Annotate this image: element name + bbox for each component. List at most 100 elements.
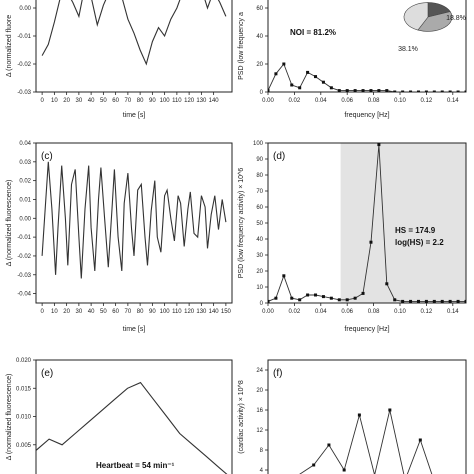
panel-b: 0.00 0.02 0.04 0.06 0.08 0.10 0.12 0.14 0 20 40 60 f… <box>238 0 467 119</box>
x-tick-label: 50 <box>100 309 107 315</box>
data-point <box>298 298 302 302</box>
y-tick-label: 0 <box>260 301 264 307</box>
panel-c: 0 10 20 30 40 50 60 70 80 90 100 110 120 130 140 150 0.0… <box>6 141 233 333</box>
data-point <box>385 282 389 286</box>
x-axis-label: time [s] <box>123 326 146 333</box>
x-tick-label: 0.00 <box>262 98 274 104</box>
data-point <box>369 240 373 244</box>
data-point <box>357 413 361 417</box>
data-point <box>424 90 428 92</box>
series-line <box>299 409 433 474</box>
data-point <box>409 90 413 92</box>
data-point <box>440 90 444 92</box>
y-tick-label: 50 <box>256 221 263 227</box>
y-tick-label: 20 <box>256 269 263 275</box>
y-tick-label: 60 <box>256 6 263 12</box>
y-tick-label: 40 <box>256 34 263 40</box>
y-tick-label: 0.020 <box>16 358 32 364</box>
y-tick-label: -0.03 <box>17 90 31 96</box>
x-tick-label: 140 <box>209 309 220 315</box>
axis-frame <box>35 359 233 474</box>
data-point <box>312 463 316 467</box>
y-axis-label: (cardiac activity) × 10^8 <box>238 380 245 454</box>
annotation-hs: HS = 174.9 <box>395 226 436 235</box>
data-point <box>385 89 389 92</box>
x-tick-label: 20 <box>63 98 70 104</box>
data-point <box>448 299 452 303</box>
y-tick-label: 100 <box>253 141 264 147</box>
y-tick-label: 0.015 <box>16 386 32 392</box>
y-tick-label: 20 <box>256 388 263 394</box>
x-tick-label: 0.02 <box>289 309 301 315</box>
y-tick-label: 0.03 <box>19 160 31 166</box>
data-point <box>306 293 310 297</box>
y-tick-label: 24 <box>256 368 263 374</box>
x-tick-label: 0.06 <box>341 309 353 315</box>
data-point <box>274 72 278 76</box>
data-point <box>282 62 286 66</box>
x-tick-label: 110 <box>172 98 182 104</box>
data-point <box>345 298 349 302</box>
x-tick-label: 80 <box>137 98 144 104</box>
x-tick-label: 40 <box>88 98 95 104</box>
series-line <box>36 381 228 474</box>
shaded-region <box>340 143 466 303</box>
data-point <box>456 299 460 303</box>
data-point <box>393 298 397 302</box>
panel-a: 0 10 20 30 40 50 60 70 80 90 100 110 120 130 140 0.00 -0… <box>6 0 233 119</box>
y-tick-label: 90 <box>256 157 263 163</box>
x-tick-label: 0.10 <box>394 98 406 104</box>
x-tick-label: 100 <box>160 98 171 104</box>
data-point <box>401 299 405 303</box>
data-point <box>290 296 294 300</box>
data-point <box>409 299 413 303</box>
y-axis-label: PSD (low frequency a <box>238 12 245 80</box>
x-tick-label: 100 <box>160 309 171 315</box>
data-point <box>353 296 357 300</box>
x-tick-label: 0.10 <box>394 309 406 315</box>
x-tick-label: 90 <box>149 98 156 104</box>
axis-frame <box>35 0 233 93</box>
y-tick-label: 0.00 <box>19 6 31 12</box>
y-tick-label: 0.005 <box>16 443 32 449</box>
y-tick-label: 80 <box>256 173 263 179</box>
panel-label: (f) <box>273 368 282 379</box>
data-point <box>345 89 349 92</box>
x-tick-label: 0.04 <box>315 98 327 104</box>
x-tick-label: 0.14 <box>447 309 459 315</box>
data-point <box>456 90 460 92</box>
data-point <box>464 90 466 92</box>
y-tick-label: 0.02 <box>19 179 31 185</box>
annotation-heartbeat: Heartbeat = 54 min⁻¹ <box>96 461 175 470</box>
y-tick-label: 16 <box>256 408 263 414</box>
y-tick-label: 12 <box>256 428 263 434</box>
data-point <box>268 299 270 303</box>
x-tick-label: 70 <box>125 98 132 104</box>
y-tick-label: 0.00 <box>19 216 31 222</box>
x-tick-label: 60 <box>112 309 119 315</box>
x-tick-label: 0.02 <box>289 98 301 104</box>
x-tick-label: 140 <box>209 98 220 104</box>
x-tick-label: 0 <box>40 309 44 315</box>
y-tick-label: 8 <box>260 448 264 454</box>
y-tick-label: -0.02 <box>17 254 31 260</box>
y-axis-label: Δ (normalized fluore <box>6 15 13 77</box>
y-tick-label: 0.010 <box>16 415 32 421</box>
data-point <box>361 89 365 92</box>
x-tick-label: 30 <box>76 98 83 104</box>
y-tick-label: 10 <box>256 285 263 291</box>
annotation-noi: NOI = 81.2% <box>290 28 336 37</box>
x-tick-label: 0.14 <box>447 98 459 104</box>
y-tick-label: 4 <box>260 468 264 474</box>
data-point <box>432 90 436 92</box>
x-tick-label: 150 <box>221 309 232 315</box>
panel-d: 0.00 0.02 0.04 0.06 0.08 0.10 0.12 0.14 0 10 20 30 4… <box>238 141 467 333</box>
y-tick-label: -0.03 <box>17 273 31 279</box>
data-point <box>337 298 341 302</box>
x-tick-label: 120 <box>184 309 195 315</box>
pie-label: 18.8% <box>446 15 466 22</box>
x-tick-label: 70 <box>125 309 132 315</box>
pie-label: 38.1% <box>398 46 418 53</box>
series-line <box>268 63 466 92</box>
